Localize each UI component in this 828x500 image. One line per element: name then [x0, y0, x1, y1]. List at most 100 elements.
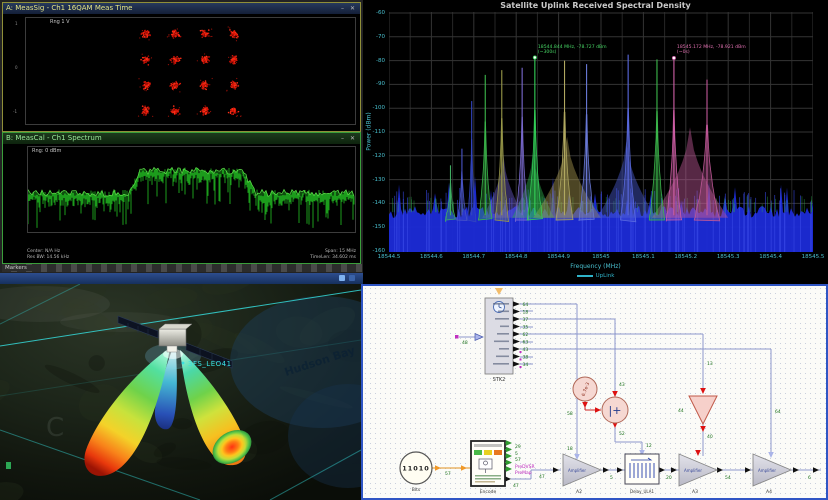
svg-text:43: 43 [523, 347, 529, 353]
taskbar-icon[interactable] [339, 275, 345, 281]
globe-3d-view[interactable]: C Hudson Bay [0, 284, 361, 500]
vsa-app-panel: A: MeasSig - Ch1 16QAM Meas Time – ✕ Rng… [0, 0, 363, 284]
x-axis-tick: 18544.9 [547, 254, 570, 260]
y-axis-tick: -160 [372, 248, 385, 254]
map-watermark: C [46, 413, 64, 443]
input-signal-dot [455, 335, 459, 339]
wire-label: 20 [666, 476, 672, 481]
minimize-icon[interactable]: – [341, 5, 347, 12]
chart-title: Satellite Uplink Received Spectral Densi… [500, 1, 691, 10]
sum-block[interactable]: |+ [601, 396, 629, 424]
sum-symbol: |+ [609, 404, 622, 417]
wire-label: 47 [513, 484, 519, 489]
satellite-body [158, 328, 187, 347]
svg-text:62: 62 [523, 332, 529, 338]
svg-text:37: 37 [523, 317, 529, 323]
solar-panel-right [185, 342, 233, 369]
vsa-window-b-titlebar[interactable]: B: MeasCal - Ch1 Spectrum – ✕ [3, 133, 360, 144]
close-icon[interactable]: ✕ [349, 5, 357, 12]
markers-status-bar[interactable]: Markers [2, 264, 362, 272]
chart-plot-area [389, 12, 813, 252]
wire-label: 52 [619, 432, 625, 437]
peak-annotation: 18545.172 MHz, -78.921 dBm (~0s) [676, 45, 746, 56]
amplifier-3-block[interactable]: Amplifier [752, 453, 793, 487]
bit-source-block[interactable]: 11010 [399, 451, 433, 485]
svg-text:Amplifier: Amplifier [684, 468, 702, 473]
vsa-window-a-titlebar[interactable]: A: MeasSig - Ch1 16QAM Meas Time – ✕ [3, 3, 360, 14]
close-icon[interactable]: ✕ [349, 135, 357, 142]
wire-label: PreMap [515, 471, 532, 476]
satellite-label: 3FS_LEO41 [188, 360, 232, 368]
y-axis-tick: -100 [372, 105, 385, 112]
window-controls[interactable]: – ✕ [341, 133, 357, 144]
y-axis-tick: -140 [372, 200, 385, 207]
wire-label: 18 [567, 447, 573, 452]
x-axis-tick: 18545.5 [801, 254, 825, 260]
spectrum-footer: Center: N/A Hz Res BW: 14.56 kHz Span: 1… [27, 249, 356, 261]
x-axis-tick: 18544.7 [462, 254, 486, 260]
markers-tab[interactable]: Markers [5, 265, 33, 271]
gain-block[interactable] [688, 395, 718, 426]
x-axis-tick: 18544.6 [420, 254, 443, 260]
chart-legend: UpLink [363, 273, 828, 279]
spectral-density-svg [389, 12, 813, 252]
x-axis-tick: 18545.1 [632, 254, 655, 260]
svg-text:Amplifier: Amplifier [568, 468, 586, 473]
wire-label: PreDVSR [515, 465, 535, 470]
span-readout: Span: 15 MHz [324, 249, 356, 254]
amplifier-1-block[interactable]: Amplifier [562, 453, 603, 487]
vsa-taskbar [0, 273, 363, 284]
beam-lobe-right-rings [212, 429, 252, 465]
stk-access-block[interactable] [455, 288, 522, 375]
hudson-bay-water [230, 296, 361, 428]
amplifier-2-block[interactable]: Amplifier [678, 453, 719, 487]
wire-label: 13 [707, 362, 713, 367]
amplifier-3-label: A4 [766, 489, 772, 495]
minimize-icon[interactable]: – [341, 135, 347, 142]
orange-down-arrow-icon [495, 288, 503, 295]
satellite-body-top [158, 323, 193, 330]
taskbar-icon[interactable] [349, 275, 355, 281]
port-name-text [493, 303, 522, 368]
vsa-window-constellation[interactable]: A: MeasSig - Ch1 16QAM Meas Time – ✕ Rng… [2, 2, 361, 132]
wire-label: 6 [808, 476, 811, 481]
amplifier-2-label: A3 [692, 489, 698, 495]
wire-arrowheads [435, 388, 819, 482]
wire-label: 47 [539, 475, 545, 480]
legend-line-swatch [576, 274, 593, 277]
beam-lobe-left [84, 348, 170, 476]
constant-block[interactable]: 6.7e-3 [572, 376, 598, 402]
vsa-window-spectrum[interactable]: B: MeasCal - Ch1 Spectrum – ✕ Rng: 0 dBm… [2, 132, 361, 264]
cloud-streak [0, 286, 110, 322]
svg-text:34: 34 [523, 362, 529, 368]
x-axis-tick: 18545 [592, 254, 610, 260]
x-axis-tick: 18544.8 [504, 254, 528, 260]
stk-block-label: STK2 [493, 377, 506, 383]
window-controls[interactable]: – ✕ [341, 3, 357, 14]
bit-source-label: Bits [412, 487, 421, 493]
wire-label: 57 [515, 458, 521, 463]
spectrum-plot: Rng: 0 dBm [27, 146, 356, 233]
wire-label: 12 [646, 444, 652, 449]
encoder-block[interactable] [470, 440, 506, 487]
satellite-model[interactable] [117, 315, 233, 369]
simulink-canvas[interactable]: STK2 64 18 37 35 62 63 43 38 34 6.7e-3 |+ [363, 286, 826, 498]
antenna-horn [166, 345, 178, 353]
amplifier-1-label: A2 [576, 489, 582, 495]
encoder-output-ports [505, 442, 506, 470]
ytick: 1 [15, 21, 18, 26]
y-axis-tick: -80 [376, 57, 385, 64]
constant-value: 6.7e-3 [581, 381, 592, 397]
y-axis-tick: -90 [376, 81, 385, 88]
satellite-marker-dot [181, 361, 185, 365]
svg-text:18: 18 [523, 309, 529, 315]
vsa-window-a-title: A: MeasSig - Ch1 16QAM Meas Time [6, 4, 133, 12]
svg-text:35: 35 [523, 324, 529, 330]
wire-label: 44 [678, 409, 684, 414]
wire-label: 43 [619, 383, 625, 388]
resbw-readout: Res BW: 14.56 kHz [27, 255, 70, 260]
delay-block[interactable] [624, 453, 660, 485]
